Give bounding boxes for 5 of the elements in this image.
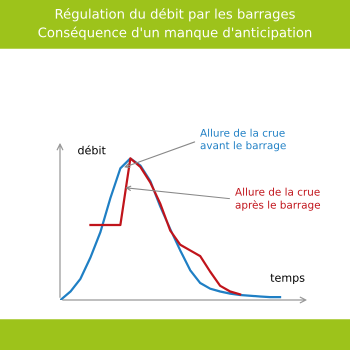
y-axis-title: débit [78, 145, 106, 154]
annotation: Allure de la crue après le barrage [235, 188, 320, 211]
chart-title: Régulation du débit par les barrages Conséquence d'un manque d'anticipation [38, 8, 312, 40]
text: Allure de la crue avant le barrage [200, 128, 286, 152]
x-axis-title: temps [270, 274, 304, 284]
